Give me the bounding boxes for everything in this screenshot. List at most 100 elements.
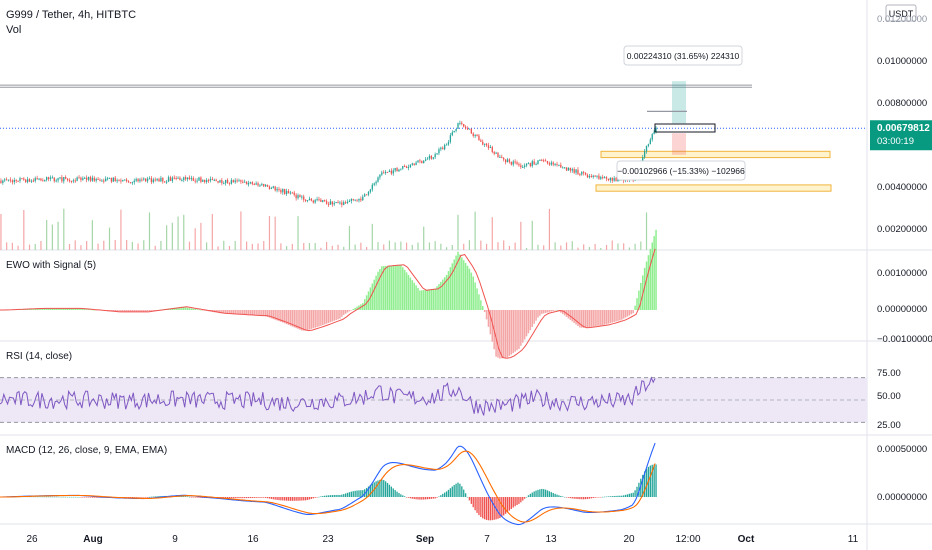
ewo-bar xyxy=(264,310,267,317)
candle-body xyxy=(230,180,233,184)
ewo-bar xyxy=(131,310,134,312)
volume-bar xyxy=(348,225,351,250)
long-position-tool[interactable] xyxy=(647,81,716,155)
candle-body xyxy=(506,159,509,163)
macd-histogram-bar xyxy=(74,496,76,498)
macd-histogram-bar xyxy=(152,496,154,498)
ewo-bar xyxy=(447,271,450,310)
volume-bar xyxy=(166,225,168,250)
ewo-bar xyxy=(175,307,177,310)
ewo-bar xyxy=(344,310,347,314)
macd-histogram-bar xyxy=(619,495,621,497)
candle-body xyxy=(377,177,379,182)
candle-body xyxy=(350,199,353,201)
currency-button[interactable]: USDT xyxy=(885,4,917,22)
macd-histogram-bar xyxy=(318,496,320,498)
ewo-bar xyxy=(181,306,183,310)
ewo-bar xyxy=(55,308,57,310)
time-tick-label: 12:00 xyxy=(675,534,700,545)
ewo-bar xyxy=(535,310,537,321)
ewo-bar xyxy=(563,310,566,316)
macd-histogram-bar xyxy=(240,497,242,499)
ewo-bar xyxy=(238,310,240,315)
price-tick-label: 0.01000000 xyxy=(877,56,927,67)
ewo-bar xyxy=(285,310,288,325)
macd-histogram-bar xyxy=(478,497,480,516)
ewo-bar xyxy=(40,308,42,310)
ewo-tick-label: 0.00100000 xyxy=(877,268,927,279)
candle-body xyxy=(99,179,101,181)
candle-body xyxy=(592,175,594,178)
candle-body xyxy=(558,164,560,166)
macd-histogram-bar xyxy=(640,478,642,497)
candle-body xyxy=(285,190,288,195)
ewo-bar xyxy=(198,309,200,311)
macd-histogram-bar xyxy=(394,490,396,497)
volume-bar xyxy=(171,222,173,250)
candle-body xyxy=(185,177,187,180)
candle-body xyxy=(443,144,446,150)
ewo-bar xyxy=(617,310,619,321)
macd-histogram-bar xyxy=(402,495,404,497)
candle-body xyxy=(424,159,427,161)
candle-body xyxy=(23,178,25,180)
rsi-tick-label: 50.00 xyxy=(877,391,901,402)
rsi-label: RSI (14, close) xyxy=(6,351,72,362)
macd-histogram-bar xyxy=(558,495,560,497)
candle-body xyxy=(607,178,610,181)
ewo-bar xyxy=(443,277,446,310)
macd-histogram-bar xyxy=(603,496,606,498)
ewo-bar xyxy=(520,310,522,346)
candle-body xyxy=(97,178,99,180)
volume-bar xyxy=(17,245,19,250)
ewo-bar xyxy=(392,265,395,310)
macd-histogram-bar xyxy=(95,497,97,498)
rsi-tick-label: 75.00 xyxy=(877,368,901,379)
ewo-bar xyxy=(51,308,54,310)
candle-body xyxy=(546,161,549,164)
ewo-bar xyxy=(483,310,486,312)
volume-bar xyxy=(331,245,333,250)
candle-body xyxy=(308,198,311,201)
candle-body xyxy=(415,162,417,166)
horizontal-levels[interactable] xyxy=(0,84,867,129)
candle-body xyxy=(141,179,143,181)
candle-body xyxy=(643,151,646,158)
ewo-bar xyxy=(459,254,461,310)
candle-body xyxy=(44,179,46,182)
price-axis[interactable]: 0.01200000 0.01000000 0.00800000 0.00400… xyxy=(877,14,927,235)
macd-histogram-bar xyxy=(308,497,311,500)
macd-histogram-bar xyxy=(535,490,537,497)
volume-bar xyxy=(423,226,425,250)
macd-tick-label: 0.00050000 xyxy=(877,444,927,455)
volume-bar xyxy=(480,240,482,250)
candle-body xyxy=(556,163,558,165)
ewo-bar xyxy=(432,288,435,310)
macd-histogram-bar xyxy=(543,489,545,497)
candle-body xyxy=(409,164,412,168)
macd-histogram-bar xyxy=(438,496,440,498)
macd-histogram-bar xyxy=(137,497,139,498)
macd-histogram-bar xyxy=(264,497,267,498)
ewo-bar xyxy=(116,310,118,312)
macd-histogram-bar xyxy=(154,496,156,497)
ewo-bar xyxy=(561,310,564,315)
macd-histogram-bar xyxy=(354,490,356,497)
ewo-bar xyxy=(542,310,545,314)
time-axis[interactable]: 26 Aug 9 16 23 Sep 7 13 20 12:00 Oct 11 xyxy=(26,534,858,545)
ewo-bar xyxy=(592,310,594,327)
macd-histogram-bar xyxy=(504,497,507,514)
candle-body xyxy=(337,201,339,204)
candle-body xyxy=(567,167,570,171)
ewo-bar xyxy=(601,310,604,326)
volume-bar xyxy=(503,240,505,250)
macd-histogram-bar xyxy=(590,497,592,499)
volume-bar xyxy=(354,244,356,250)
macd-histogram-bar xyxy=(230,497,233,499)
support-zones[interactable] xyxy=(595,150,832,192)
volume-bar xyxy=(520,221,522,250)
macd-histogram-bar xyxy=(291,497,293,501)
candle-body xyxy=(476,135,478,137)
candle-body xyxy=(177,177,179,179)
